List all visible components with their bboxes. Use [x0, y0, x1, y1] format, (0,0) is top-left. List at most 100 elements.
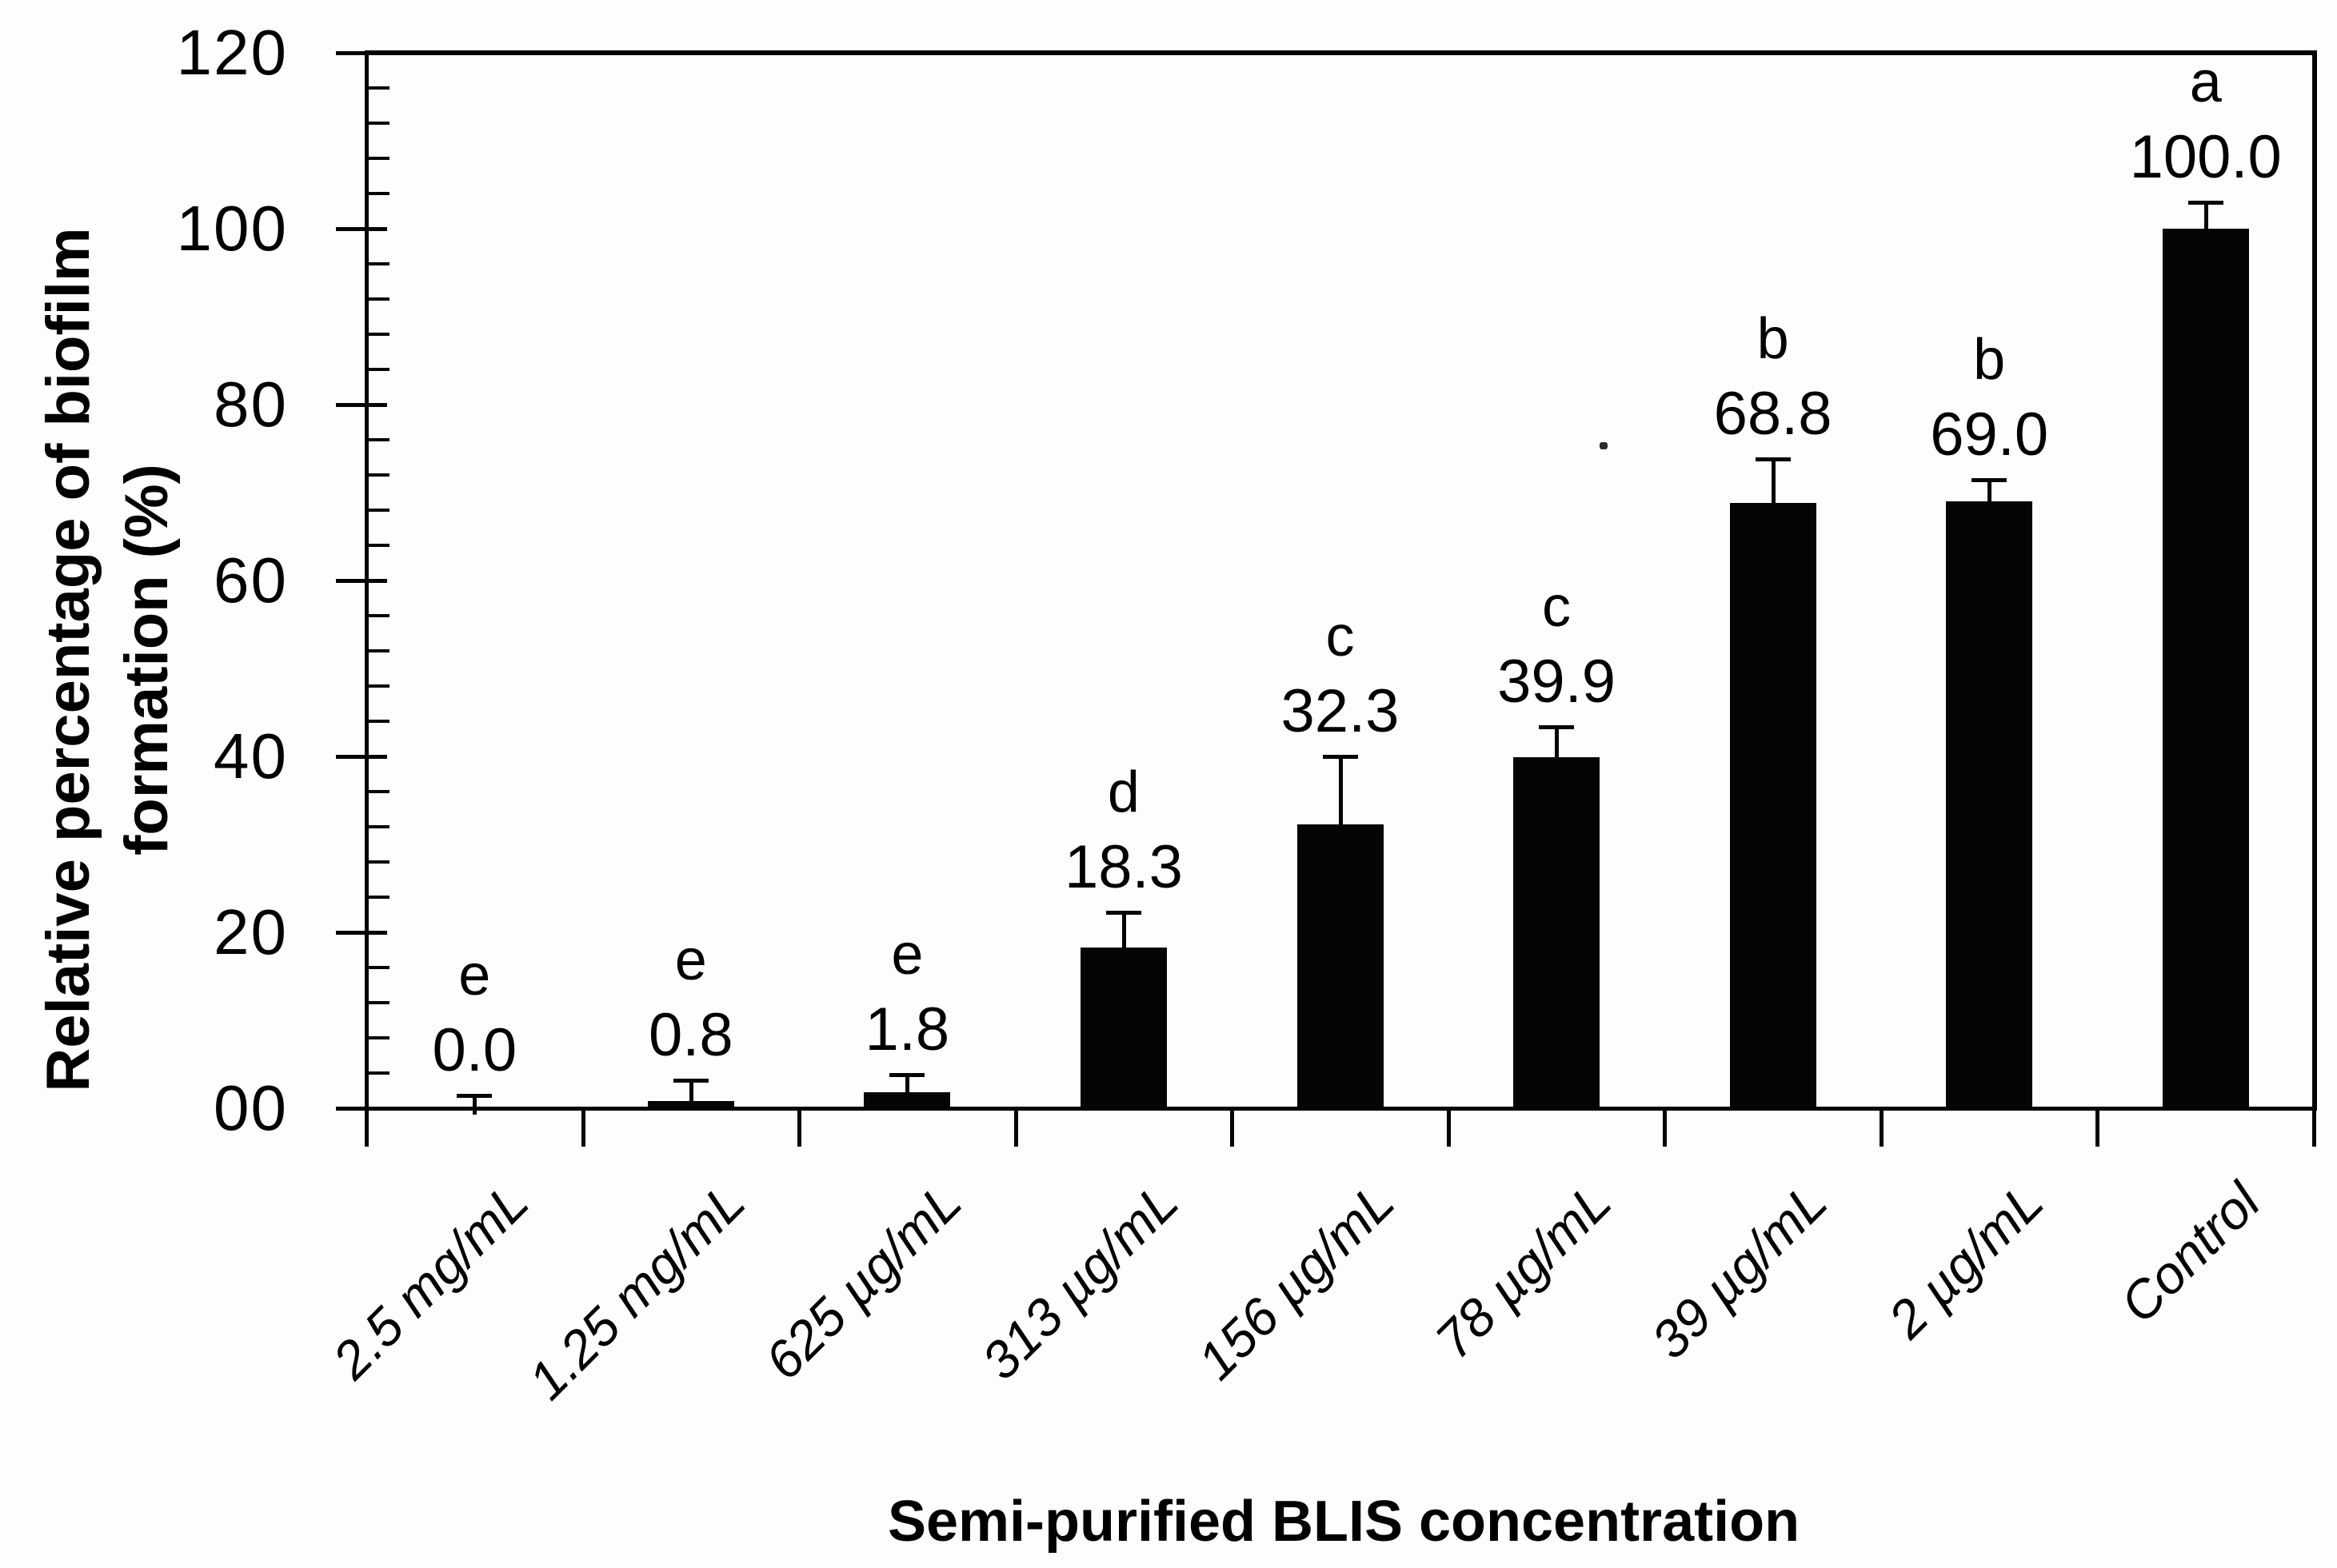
error-bar-cap — [457, 1093, 493, 1098]
x-tick — [1663, 1110, 1668, 1147]
sig-letter: d — [1107, 760, 1140, 824]
stray-mark — [1600, 442, 1608, 449]
y-minor-tick — [369, 825, 390, 828]
x-category-label: 313 µg/mL — [969, 1171, 1189, 1391]
error-bar-cap — [1755, 457, 1791, 462]
value-label: 68.8 — [1713, 380, 1832, 449]
y-minor-tick — [369, 684, 390, 688]
y-major-tick — [336, 579, 387, 583]
y-major-tick — [336, 51, 387, 55]
y-minor-tick — [369, 122, 390, 125]
y-tick-label: 40 — [214, 720, 288, 792]
x-category-label: 78 µg/mL — [1423, 1171, 1622, 1371]
y-major-tick — [336, 931, 387, 935]
x-category-label: 39 µg/mL — [1640, 1171, 1839, 1371]
y-minor-tick — [369, 1001, 390, 1004]
x-category-label: 625 µg/mL — [753, 1171, 973, 1391]
error-bar-stem — [1338, 756, 1343, 831]
sig-letter: c — [1542, 574, 1572, 639]
bar — [1513, 757, 1600, 1108]
x-category-label: 2 µg/mL — [1876, 1171, 2055, 1350]
error-bar-cap — [2187, 201, 2223, 205]
y-minor-tick — [369, 720, 390, 723]
y-minor-tick — [369, 896, 390, 899]
sig-letter: b — [1973, 327, 2006, 392]
error-bar-cap — [889, 1073, 925, 1078]
sig-letter: e — [674, 928, 707, 992]
bar — [864, 1092, 951, 1108]
x-tick — [2312, 1110, 2316, 1147]
x-tick — [1879, 1110, 1884, 1147]
x-category-label: 2.5 mg/mL — [322, 1171, 540, 1390]
y-tick-label: 80 — [214, 369, 288, 440]
y-minor-tick — [369, 1071, 390, 1075]
bar — [1946, 501, 2033, 1108]
y-minor-tick — [369, 1036, 390, 1039]
x-tick — [1013, 1110, 1018, 1147]
sig-letter: b — [1756, 307, 1789, 372]
plot-right-border — [2312, 50, 2317, 1111]
x-category-label: Control — [2108, 1171, 2271, 1335]
y-minor-tick — [369, 262, 390, 265]
x-tick — [1446, 1110, 1451, 1147]
error-bar-cap — [1539, 724, 1575, 729]
error-bar-cap — [1322, 755, 1358, 759]
x-tick — [1230, 1110, 1235, 1147]
y-minor-tick — [369, 297, 390, 301]
error-bar-stem — [1121, 912, 1126, 954]
error-bar-stem — [905, 1075, 910, 1099]
value-label: 100.0 — [2129, 123, 2282, 191]
bar — [1080, 947, 1167, 1108]
value-label: 1.8 — [865, 995, 950, 1064]
sig-letter: e — [458, 943, 491, 1007]
y-major-tick — [336, 227, 387, 231]
error-bar-stem — [2203, 202, 2208, 235]
x-axis-title: Semi-purified BLIS concentration — [887, 1490, 1800, 1554]
sig-letter: e — [891, 923, 924, 987]
x-axis-line — [336, 1107, 2315, 1111]
error-bar-stem — [689, 1079, 693, 1108]
y-major-tick — [336, 755, 387, 759]
y-minor-tick — [369, 966, 390, 969]
y-minor-tick — [369, 790, 390, 793]
y-tick-label: 00 — [214, 1072, 288, 1143]
value-label: 39.9 — [1497, 647, 1616, 716]
x-tick — [2095, 1110, 2100, 1147]
value-label: 0.8 — [649, 1000, 733, 1069]
error-bar-cap — [1105, 910, 1141, 915]
value-label: 0.0 — [432, 1015, 517, 1084]
x-category-label: 1.25 mg/mL — [517, 1171, 757, 1411]
y-minor-tick — [369, 157, 390, 160]
bar — [1729, 503, 1816, 1108]
y-minor-tick — [369, 614, 390, 617]
y-minor-tick — [369, 368, 390, 371]
x-tick — [581, 1110, 585, 1147]
y-minor-tick — [369, 544, 390, 547]
bar — [2162, 229, 2249, 1108]
bar — [1296, 824, 1384, 1108]
value-label: 32.3 — [1280, 677, 1400, 745]
y-minor-tick — [369, 192, 390, 195]
error-bar-stem — [473, 1095, 477, 1115]
y-major-tick — [336, 1107, 387, 1111]
y-tick-label: 120 — [176, 17, 288, 88]
error-bar-cap — [1971, 477, 2007, 482]
x-category-label: 156 µg/mL — [1186, 1171, 1406, 1391]
y-minor-tick — [369, 473, 390, 477]
sig-letter: a — [2189, 50, 2222, 114]
y-minor-tick — [369, 860, 390, 864]
y-minor-tick — [369, 438, 390, 441]
y-tick-label: 20 — [214, 896, 288, 968]
plot-top-border — [365, 50, 2317, 55]
error-bar-cap — [673, 1078, 709, 1083]
y-minor-tick — [369, 649, 390, 652]
y-minor-tick — [369, 333, 390, 336]
sig-letter: c — [1325, 604, 1355, 668]
error-bar-stem — [1771, 459, 1776, 510]
y-minor-tick — [369, 86, 390, 90]
error-bar-stem — [1987, 479, 1992, 508]
x-tick — [797, 1110, 802, 1147]
error-bar-stem — [1555, 726, 1560, 764]
x-tick — [365, 1110, 369, 1147]
